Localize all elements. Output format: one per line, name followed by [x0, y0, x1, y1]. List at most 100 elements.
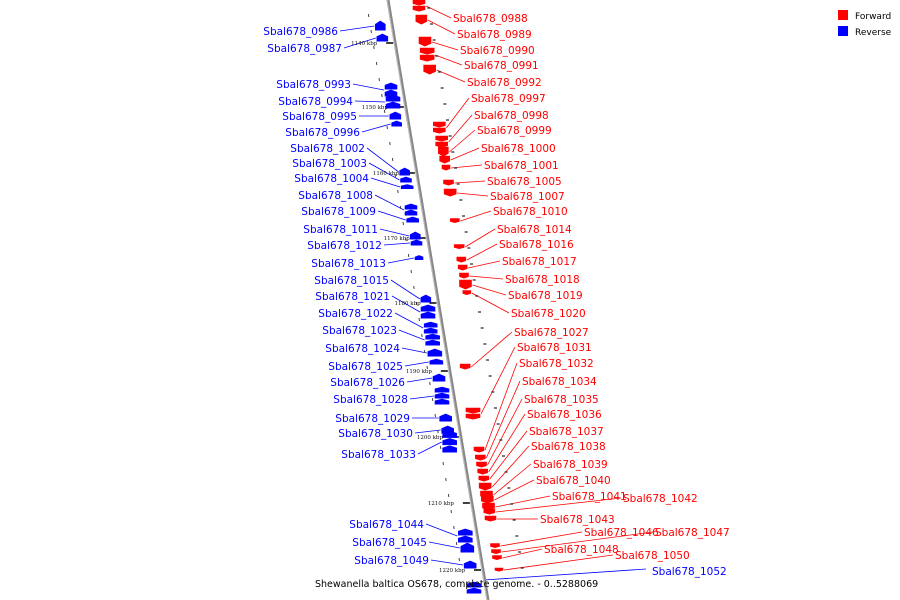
- gene-label-forward: Sbal678_1000: [481, 143, 556, 155]
- gene-segment: [475, 454, 486, 461]
- gene-segment: [466, 581, 482, 588]
- gene-segment: [404, 203, 418, 210]
- gene-segment: [384, 89, 398, 97]
- leader-line: [450, 147, 480, 161]
- legend-forward-swatch: [838, 10, 848, 20]
- gene-label-reverse: Sbal678_1022: [318, 308, 393, 320]
- legend-reverse-label: Reverse: [855, 28, 892, 38]
- reverse-gene: [420, 304, 436, 319]
- leader-lines: [339, 5, 654, 581]
- axis-tick-label: 1190 kbp: [406, 369, 433, 375]
- legend-reverse-swatch: [838, 26, 848, 36]
- gene-segment: [460, 542, 475, 553]
- leader-line: [485, 380, 521, 459]
- leader-line: [374, 194, 405, 211]
- gene-segment: [458, 535, 473, 543]
- reverse-gene: [404, 203, 418, 216]
- guide-dash: [389, 141, 391, 146]
- forward-gene: [483, 508, 496, 515]
- leader-line: [379, 228, 410, 237]
- gene-label-reverse: Sbal678_1021: [315, 291, 390, 303]
- leader-line: [484, 362, 518, 451]
- leader-line: [425, 523, 458, 537]
- axis-ticks: 1140 kbp 1150 kbp 1160 kbp 1170 kbp 1180 kbp…: [351, 41, 481, 574]
- reverse-gene: [406, 216, 419, 223]
- gene-label-forward: Sbal678_0989: [457, 29, 532, 41]
- gene-label-forward: Sbal678_1020: [511, 308, 586, 320]
- guide-dash: [423, 349, 426, 354]
- forward-gene: [475, 454, 486, 461]
- leader-line: [454, 180, 486, 184]
- leader-line: [354, 100, 386, 103]
- gene-label-forward: Sbal678_0992: [467, 77, 542, 89]
- gene-segment: [434, 386, 450, 393]
- gene-segment: [466, 587, 482, 594]
- gene-label-reverse: Sbal678_1015: [314, 275, 389, 287]
- gene-label-reverse: Sbal678_1026: [330, 377, 405, 389]
- leader-line: [449, 129, 476, 153]
- reverse-gene: [434, 386, 450, 405]
- gene-label-reverse: Sbal678_0993: [276, 79, 351, 91]
- gene-label-forward: Sbal678_1037: [529, 426, 604, 438]
- gene-label-reverse: Sbal678_0996: [285, 127, 360, 139]
- reverse-gene: [432, 373, 446, 382]
- gene-label-forward: Sbal678_1038: [531, 441, 606, 453]
- reverse-gene: [400, 176, 412, 183]
- gene-segment: [442, 430, 457, 438]
- leader-line: [466, 243, 498, 261]
- forward-gene: [450, 218, 460, 224]
- leader-line: [431, 41, 459, 51]
- gene-segment: [478, 475, 490, 482]
- reverse-gene: [427, 348, 443, 357]
- gene-segment: [423, 327, 438, 334]
- reverse-gene: [400, 184, 414, 189]
- leader-line: [489, 430, 528, 480]
- gene-segment: [410, 239, 423, 246]
- leader-line: [502, 548, 543, 559]
- leader-line: [501, 531, 654, 553]
- gene-label-forward: Sbal678_1018: [505, 274, 580, 286]
- forward-gene: [481, 495, 494, 504]
- gene-label-forward: Sbal678_1031: [517, 342, 592, 354]
- gene-label-forward: Sbal678_1034: [522, 376, 597, 388]
- guide-dash: [402, 221, 404, 226]
- gene-segment: [385, 94, 401, 102]
- gene-segment: [399, 167, 410, 176]
- leader-line: [488, 413, 526, 473]
- gene-segment: [462, 290, 472, 296]
- leader-line: [483, 568, 647, 581]
- leader-line: [493, 463, 532, 496]
- forward-gene: [492, 555, 502, 561]
- guide-dash: [429, 381, 431, 386]
- gene-segment: [443, 179, 454, 186]
- leader-line: [472, 284, 507, 296]
- guide-dash: [370, 29, 372, 34]
- genome-axis-highlight: [386, 0, 488, 600]
- gene-segment: [433, 127, 446, 134]
- gene-label-reverse: Sbal678_1045: [352, 537, 427, 549]
- gene-label-reverse: Sbal678_1052: [652, 566, 727, 578]
- leader-line: [457, 192, 489, 197]
- gene-segment: [456, 256, 467, 263]
- gene-segment: [420, 311, 436, 319]
- gene-label-reverse: Sbal678_1030: [338, 428, 413, 440]
- guide-dash: [434, 413, 436, 418]
- genome-axis: [386, 0, 490, 600]
- gene-segment: [457, 264, 468, 271]
- leader-line: [391, 295, 421, 313]
- gene-segment: [418, 36, 432, 47]
- gene-segment: [429, 358, 444, 365]
- leader-line: [404, 361, 429, 367]
- axis-tick-label: 1180 kbp: [395, 301, 422, 307]
- gene-segment: [434, 392, 450, 399]
- leader-line: [460, 210, 492, 222]
- gene-label-forward: Sbal678_1042: [623, 493, 698, 505]
- gene-segment: [459, 363, 471, 370]
- gene-segment: [490, 543, 500, 549]
- guide-dash: [375, 61, 378, 66]
- reverse-gene: [429, 358, 444, 365]
- reverse-gene: [423, 321, 438, 334]
- leader-line: [383, 242, 411, 246]
- gene-label-reverse: Sbal678_1024: [325, 343, 400, 355]
- leader-line: [401, 347, 427, 354]
